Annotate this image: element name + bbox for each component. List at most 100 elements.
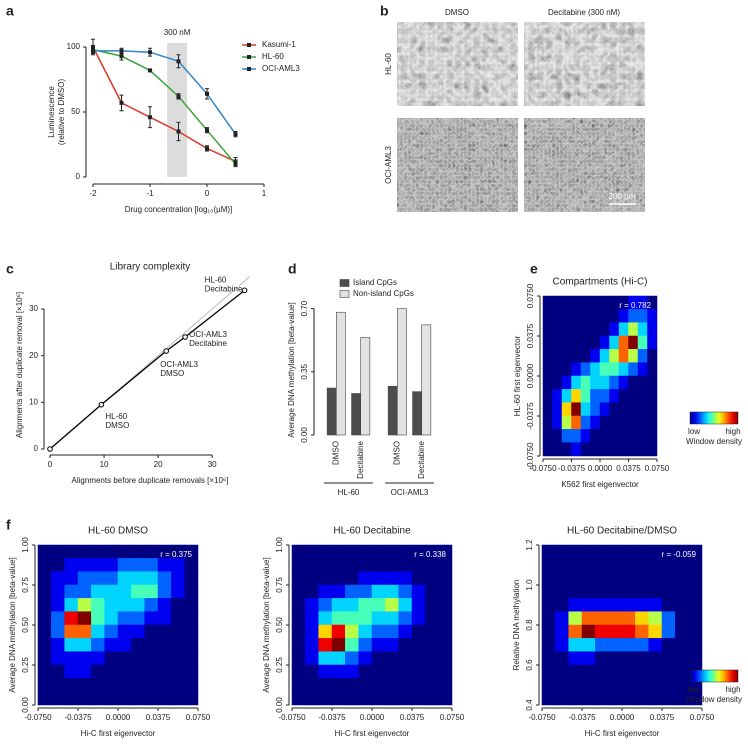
point — [205, 146, 209, 151]
heatmap-cell — [144, 571, 159, 586]
heatmap-cell — [425, 678, 439, 692]
heatmap-cell — [555, 598, 569, 612]
heatmap-cell — [104, 611, 119, 626]
heatmap-cell — [358, 651, 373, 666]
x-tick-label: 0.0375 — [616, 464, 641, 473]
colorbar — [689, 411, 739, 425]
heatmap-cell — [648, 544, 663, 559]
heatmap-cell — [581, 624, 596, 639]
heatmap-cell — [561, 415, 572, 430]
heatmap-cell — [581, 651, 596, 666]
point — [91, 48, 95, 53]
colorbar — [689, 669, 739, 683]
heatmap-cell — [675, 651, 689, 666]
heatmap-cell — [104, 584, 119, 599]
heatmap-cell — [345, 598, 359, 612]
heatmap-cell — [628, 335, 639, 350]
heatmap-cell — [571, 362, 582, 377]
heatmap-cell — [580, 429, 591, 443]
heatmap-cell — [411, 558, 426, 572]
heatmap-cell — [371, 584, 386, 599]
axes: -0.0750 -0.0375 0.0000 0.0375 0.0750 Hi-C fir… — [512, 526, 715, 738]
point — [233, 162, 238, 166]
heatmap-cell — [621, 584, 636, 599]
heatmap-cell — [561, 389, 572, 403]
heatmap-cell — [661, 664, 676, 679]
heatmap-cell — [184, 651, 199, 666]
heatmap-cell — [291, 571, 306, 586]
x-tick-label: -1 — [146, 189, 154, 198]
legend-marker — [247, 55, 251, 59]
point-label: OCI-AML3 — [189, 330, 227, 339]
heatmap-cell — [609, 295, 620, 310]
heatmap-cell — [438, 598, 453, 612]
heatmap-cell — [571, 322, 582, 337]
heatmap-cell — [571, 335, 582, 350]
heatmap-cell — [599, 402, 610, 417]
y-axis-label: (relative to DMSO) — [57, 79, 66, 146]
heatmap-cell — [318, 664, 333, 679]
heatmap-cell — [635, 691, 649, 706]
x-tick-label: 0 — [48, 460, 53, 469]
heatmap-cell — [541, 678, 556, 692]
heatmap-cell — [371, 598, 386, 612]
colorbar-low: low — [688, 685, 700, 694]
heatmap-cell — [581, 571, 596, 586]
heatmap-cell — [571, 295, 582, 310]
y-tick-label: 0.75 — [21, 577, 30, 593]
heatmap-cell — [647, 335, 658, 350]
heatmap-cell — [542, 362, 553, 377]
heatmap-cell — [117, 558, 132, 572]
y-tick-label: 0.25 — [21, 657, 30, 673]
heatmap-cell — [647, 362, 658, 377]
bar — [421, 324, 432, 436]
heatmap-cell — [305, 651, 319, 666]
heatmap-cell — [77, 664, 92, 679]
heatmap-cell — [305, 691, 319, 706]
bar — [335, 311, 346, 436]
y-tick-label: 0.50 — [275, 617, 284, 633]
heatmap-cell — [184, 558, 199, 572]
heatmap-cell — [385, 584, 399, 599]
heatmap-cell — [411, 678, 426, 692]
heatmap-cell — [51, 544, 65, 559]
heatmap-cell — [51, 584, 65, 599]
heatmap-cell — [64, 651, 79, 666]
axes: 0 10 20 30 Alignments before duplicate remov… — [15, 262, 228, 485]
heatmap-cell — [144, 651, 159, 666]
point — [119, 54, 124, 59]
heatmap-cell — [77, 598, 92, 612]
heatmap-cell — [64, 544, 79, 559]
x-tick-label: 0.0750 — [690, 713, 715, 722]
heatmap-cell — [648, 664, 663, 679]
heatmap-cell — [184, 624, 199, 639]
heatmap-cell — [621, 678, 636, 692]
heatmap-cell — [647, 375, 658, 390]
x-tick-label: 0.0000 — [106, 713, 131, 722]
point — [205, 128, 209, 133]
x-tick-label: -0.0375 — [558, 464, 586, 473]
heatmap-cell — [411, 571, 426, 586]
heatmap-cell — [637, 429, 648, 443]
heatmap-cell — [358, 691, 373, 706]
heatmap-cell — [425, 664, 439, 679]
y-tick-label: 10 — [29, 397, 38, 406]
heatmap-cell — [157, 651, 172, 666]
heatmap-cell — [590, 335, 601, 350]
heatmap-cell — [291, 624, 306, 639]
heatmap-cell — [647, 402, 658, 417]
heatmap-cell — [675, 571, 689, 586]
heatmap-cell — [104, 664, 119, 679]
heatmap-cell — [590, 375, 601, 390]
heatmap-cell — [51, 571, 65, 586]
x-axis-label: Drug concentration [log₁₀(µM)] — [125, 205, 233, 214]
heatmap-cell — [305, 624, 319, 639]
x-tick-label: -0.0375 — [318, 713, 346, 722]
heatmap-cell — [621, 651, 636, 666]
heatmap-cell — [552, 442, 563, 457]
scale-bar-label: 200 µm — [609, 192, 636, 201]
heatmap-cell — [608, 624, 623, 639]
heatmap-cell — [618, 375, 629, 390]
heatmap-cell — [117, 584, 132, 599]
heatmap-cell — [371, 544, 386, 559]
